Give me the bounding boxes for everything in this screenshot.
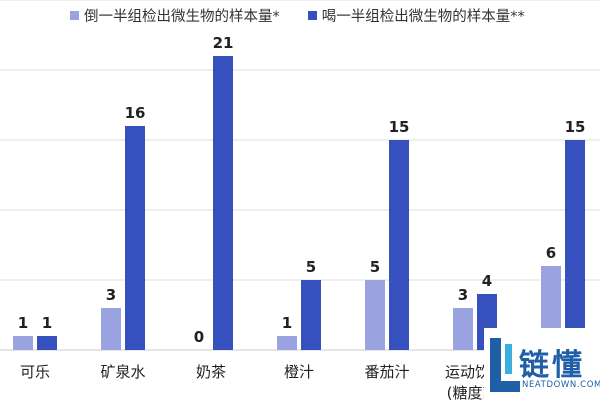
- data-label-drink-half-1: 16: [125, 104, 146, 122]
- legend: 倒一半组检出微生物的样本量* 喝一半组检出微生物的样本量**: [70, 5, 525, 26]
- legend-item-pour-half: 倒一半组检出微生物的样本量*: [70, 5, 280, 26]
- bar-pour-half-0: [13, 336, 33, 350]
- bar-drink-half-2: [213, 56, 233, 350]
- bar-drink-half-4: [389, 140, 409, 350]
- category-label-0: 可乐: [20, 363, 50, 381]
- category-label-2: 奶茶: [196, 363, 226, 381]
- watermark-logo-icon: [490, 338, 520, 392]
- bar-pour-half-4: [365, 280, 385, 350]
- data-label-pour-half-4: 5: [370, 258, 380, 276]
- legend-swatch-drink-half: [307, 11, 317, 20]
- category-label-4: 番茄汁: [364, 363, 409, 381]
- legend-swatch-pour-half: [70, 11, 79, 20]
- bar-pour-half-3: [277, 336, 297, 350]
- category-label-1: 矿泉水: [100, 363, 145, 381]
- category-label-3: 橙汁: [284, 363, 314, 381]
- bar-drink-half-6: [565, 140, 585, 350]
- data-label-drink-half-5: 4: [482, 272, 492, 290]
- bar-drink-half-3: [301, 280, 321, 350]
- bar-drink-half-0: [37, 336, 57, 350]
- data-label-drink-half-2: 21: [213, 34, 234, 52]
- data-label-pour-half-6: 6: [546, 244, 556, 262]
- data-label-pour-half-3: 1: [282, 314, 292, 332]
- data-label-drink-half-4: 15: [389, 118, 410, 136]
- bar-pour-half-1: [101, 308, 121, 350]
- data-label-pour-half-1: 3: [106, 286, 116, 304]
- watermark: 链懂 NEATDOWN.COM: [484, 328, 600, 403]
- legend-label-drink-half: 喝一半组检出微生物的样本量**: [321, 9, 525, 25]
- data-label-pour-half-2: 0: [194, 328, 204, 346]
- legend-item-drink-half: 喝一半组检出微生物的样本量**: [307, 5, 525, 26]
- bar-drink-half-1: [125, 126, 145, 350]
- watermark-subtext: NEATDOWN.COM: [522, 380, 600, 390]
- data-label-pour-half-0: 1: [18, 314, 28, 332]
- legend-label-pour-half: 倒一半组检出微生物的样本量*: [84, 9, 280, 25]
- watermark-text: 链懂: [519, 348, 585, 383]
- bar-pour-half-5: [453, 308, 473, 350]
- data-label-drink-half-3: 5: [306, 258, 316, 276]
- data-label-pour-half-5: 3: [458, 286, 468, 304]
- data-label-drink-half-6: 15: [565, 118, 586, 136]
- data-label-drink-half-0: 1: [42, 314, 52, 332]
